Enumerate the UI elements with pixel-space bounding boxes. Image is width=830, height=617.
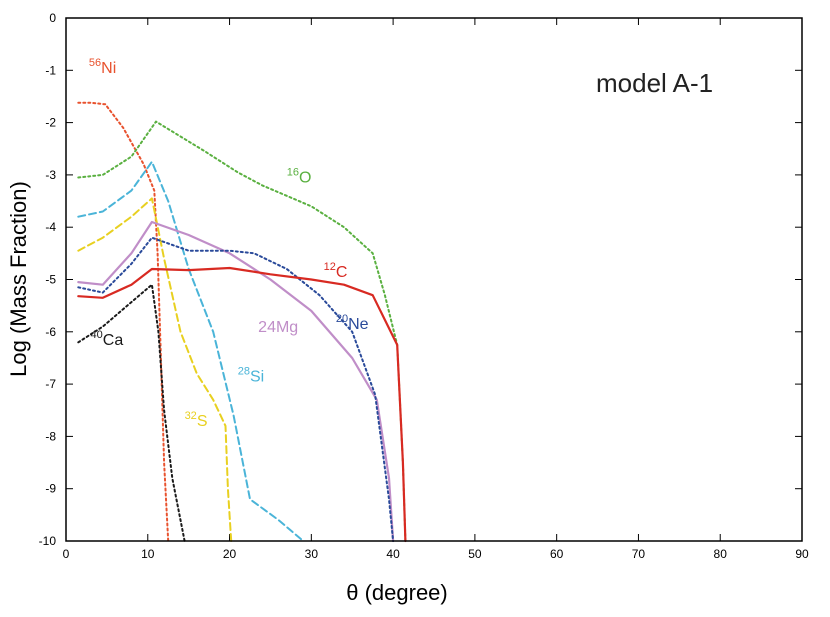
series-label-ne20: 20Ne	[336, 313, 369, 333]
y-tick-label: -1	[45, 63, 56, 77]
x-axis-title: θ (degree)	[346, 580, 448, 605]
series-line-o16	[77, 120, 407, 542]
model-label: model A-1	[596, 68, 713, 98]
isotope-element: Ca	[103, 332, 124, 349]
x-tick-label: 20	[223, 547, 237, 561]
isotope-element: C	[336, 264, 348, 281]
isotope-mass-number: 20	[336, 313, 348, 325]
y-tick-label: -5	[45, 273, 56, 287]
series-line-mg24	[77, 220, 395, 543]
series-line-si28	[77, 160, 305, 542]
x-tick-label: 80	[714, 547, 728, 561]
isotope-mass-number: 32	[185, 410, 197, 422]
x-tick-label: 30	[305, 547, 319, 561]
series-label-si28: 28Si	[238, 365, 264, 385]
series-line-s32	[77, 197, 233, 542]
x-tick-label: 0	[63, 547, 70, 561]
y-tick-label: -6	[45, 325, 56, 339]
series-line-ca40	[77, 283, 186, 542]
series-line-c12	[77, 266, 407, 543]
ticks-layer: 0 10 20 30 40 50 60 70 80 90 0 -1 -2 -3 -4 -5 -6 -7 -8 -9 -1…	[39, 11, 809, 561]
y-tick-label: -10	[39, 534, 57, 548]
isotope-element: Ni	[101, 60, 116, 77]
x-tick-label: 90	[795, 547, 809, 561]
series-label-ca40: 40Ca	[91, 329, 124, 349]
y-tick-label: -8	[45, 429, 56, 443]
y-tick-label: -4	[45, 220, 56, 234]
x-tick-label: 40	[386, 547, 400, 561]
isotope-mass-number: 40	[91, 329, 103, 341]
x-tick-label: 10	[141, 547, 155, 561]
isotope-mass-number: 28	[238, 365, 250, 377]
series-line-ni56	[77, 101, 170, 542]
series-label-mg24: 24Mg	[258, 319, 298, 336]
y-tick-label: -3	[45, 168, 56, 182]
x-tick-label: 70	[632, 547, 646, 561]
x-tick-label: 50	[468, 547, 482, 561]
isotope-element: 24Mg	[258, 319, 298, 336]
isotope-element: S	[197, 413, 208, 430]
y-tick-label: -2	[45, 116, 56, 130]
series-labels: 56Ni 16O 28Si 32S 24Mg 20Ne 12C 40Ca	[89, 57, 369, 430]
isotope-element: Si	[250, 368, 264, 385]
series-label-ni56: 56Ni	[89, 57, 116, 77]
isotope-mass-number: 12	[324, 261, 336, 273]
isotope-element: Ne	[348, 316, 369, 333]
y-axis-title: Log (Mass Fraction)	[6, 181, 31, 377]
x-tick-label: 60	[550, 547, 564, 561]
isotope-mass-number: 56	[89, 57, 101, 69]
series-label-c12: 12C	[324, 261, 348, 281]
series-label-s32: 32S	[185, 410, 208, 430]
series-line-ne20	[77, 236, 395, 542]
y-tick-label: -9	[45, 482, 56, 496]
y-tick-label: 0	[49, 11, 56, 25]
y-tick-label: -7	[45, 377, 56, 391]
plot-frame	[65, 17, 803, 542]
isotope-element: O	[299, 170, 311, 187]
series-label-o16: 16O	[287, 167, 312, 187]
series-layer	[77, 101, 407, 543]
isotope-mass-number: 16	[287, 167, 299, 179]
